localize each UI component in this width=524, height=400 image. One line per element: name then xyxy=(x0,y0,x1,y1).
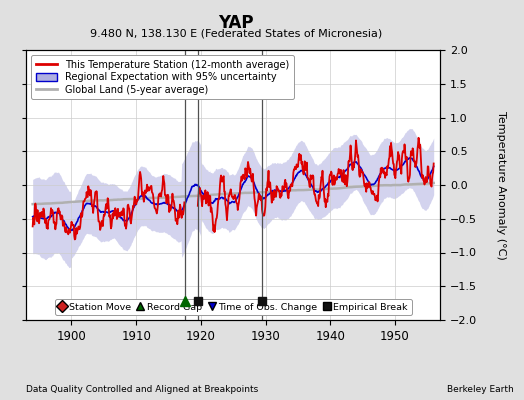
Text: 9.480 N, 138.130 E (Federated States of Micronesia): 9.480 N, 138.130 E (Federated States of … xyxy=(90,28,382,38)
Y-axis label: Temperature Anomaly (°C): Temperature Anomaly (°C) xyxy=(496,111,507,259)
Text: YAP: YAP xyxy=(218,14,254,32)
Legend: Station Move, Record Gap, Time of Obs. Change, Empirical Break: Station Move, Record Gap, Time of Obs. C… xyxy=(54,299,412,315)
Text: Data Quality Controlled and Aligned at Breakpoints: Data Quality Controlled and Aligned at B… xyxy=(26,385,258,394)
Text: Berkeley Earth: Berkeley Earth xyxy=(447,385,514,394)
